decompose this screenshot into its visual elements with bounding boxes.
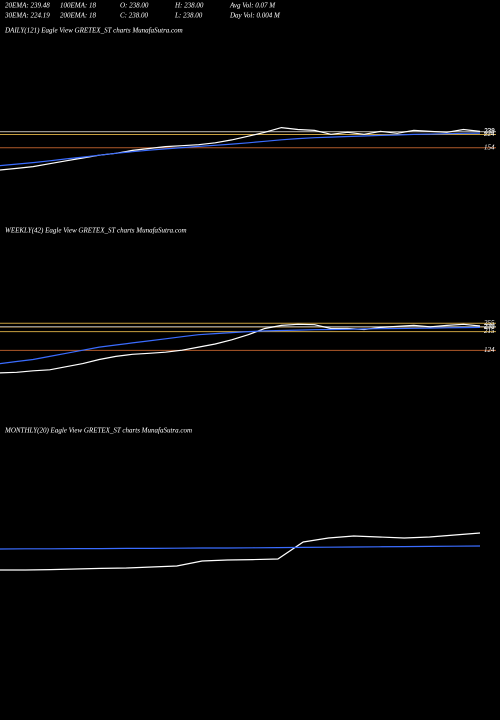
price-line [0,126,481,171]
header-stat: L: 238.00 [174,12,203,20]
header-stat: C: 238.00 [120,12,149,20]
price-line [0,326,481,365]
level-label: 239 [484,322,495,330]
header-stat: 100EMA: 18 [60,2,96,10]
level-label: 239 [484,127,495,135]
price-line [0,532,481,571]
price-line [0,545,481,550]
level-label: 124 [484,346,495,354]
header-stat: O: 238.00 [120,2,149,10]
level-label: 215 [484,327,495,335]
header-stat: 200EMA: 18 [60,12,96,20]
header-stat: Day Vol: 0.004 M [229,12,281,20]
header-stat: Avg Vol: 0.07 M [229,2,276,10]
level-label: 224 [484,130,495,138]
price-line [0,132,481,167]
level-label: 154 [484,143,495,151]
header-stat: H: 238.00 [174,2,204,10]
header-stat: 30EMA: 224.19 [4,12,50,20]
panel-title: DAILY(121) Eagle View GRETEX_ST charts M… [4,27,183,35]
panel-title: MONTHLY(20) Eagle View GRETEX_ST charts … [4,427,192,435]
price-line [0,323,481,374]
panel-title: WEEKLY(42) Eagle View GRETEX_ST charts M… [5,227,187,235]
level-label: 255 [484,319,495,327]
header-stat: 20EMA: 239.48 [5,2,50,10]
